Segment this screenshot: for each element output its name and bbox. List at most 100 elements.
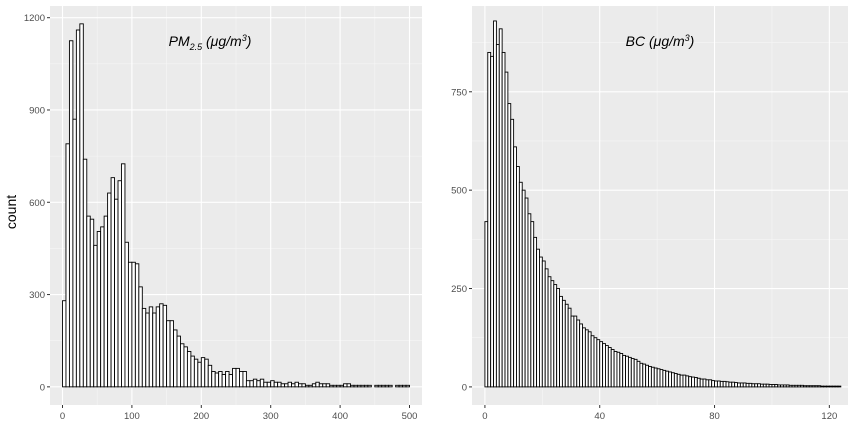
histogram-bar — [332, 384, 338, 388]
title-unit-close: ) — [245, 33, 252, 49]
y-tick-label: 0 — [40, 382, 45, 393]
histogram-bar — [256, 380, 261, 388]
histogram-bar — [117, 180, 122, 388]
histogram-bar — [145, 312, 150, 388]
histogram-bar — [343, 383, 348, 388]
histogram-bar — [79, 23, 84, 388]
histogram-bar — [211, 371, 216, 388]
histogram-bar — [837, 385, 842, 388]
histogram-bar — [155, 306, 161, 388]
histogram-bar — [363, 384, 369, 388]
histogram-bar — [200, 357, 206, 388]
histogram-bar — [204, 358, 209, 388]
y-tick-label: 600 — [29, 198, 45, 209]
histogram-bar — [193, 358, 199, 388]
histogram-bar — [197, 361, 202, 388]
histogram-bar — [107, 192, 112, 388]
y-tick-label: 0 — [462, 382, 467, 393]
histogram-bar — [218, 371, 223, 388]
histogram-bar — [374, 384, 379, 388]
histogram-bar — [273, 381, 279, 388]
histogram-bar — [259, 378, 265, 388]
histogram-bar — [367, 384, 372, 388]
histogram-bar — [395, 384, 400, 388]
histogram-bar — [318, 383, 324, 388]
histogram-bar — [121, 163, 126, 388]
title-subscript: 2.5 — [189, 42, 204, 52]
axes: 0 40 80 120 0 250 500 750 — [451, 87, 837, 422]
y-tick-label: 500 — [451, 186, 467, 197]
histogram-bar — [239, 371, 244, 388]
histogram-bar — [72, 118, 77, 388]
histogram-bar — [322, 383, 327, 388]
histogram-bar — [103, 215, 109, 388]
x-tick-label: 0 — [60, 411, 65, 422]
histogram-bar — [131, 261, 136, 388]
title-unit-close: ) — [688, 33, 695, 49]
histogram-bar — [284, 383, 289, 388]
histogram-bar — [114, 198, 119, 388]
histogram-bar — [180, 343, 185, 388]
histogram-bar — [82, 158, 88, 388]
histogram-bar — [308, 384, 313, 388]
histogram-bar — [270, 380, 275, 388]
histogram-bar — [315, 381, 320, 388]
histogram-bar — [263, 381, 268, 388]
histogram-bar — [159, 303, 164, 388]
x-tick-label: 200 — [193, 411, 209, 422]
panel-pm25: 0 100 200 300 400 500 0 300 600 900 1200 PM2.5 (μg… — [24, 6, 422, 422]
panel-bc: 0 40 80 120 0 250 500 750 BC (μg/m3) — [451, 6, 848, 422]
histogram-bar — [186, 351, 192, 388]
histogram-bar — [384, 384, 390, 388]
histogram-bar — [339, 384, 345, 388]
histogram-bar — [280, 383, 286, 388]
title-superscript: 3 — [242, 33, 247, 43]
histogram-bar — [252, 378, 258, 388]
title-unit: (μg/m — [645, 33, 685, 49]
bar-series — [62, 23, 410, 388]
panel-title: BC (μg/m3) — [626, 33, 695, 49]
x-tick-label: 300 — [263, 411, 279, 422]
histogram-bar — [350, 384, 355, 388]
y-tick-label: 300 — [29, 290, 45, 301]
x-tick-label: 100 — [124, 411, 140, 422]
histogram-bar — [405, 384, 410, 388]
histogram-bar — [173, 329, 178, 388]
histogram-bar — [381, 384, 386, 388]
x-tick-label: 400 — [332, 411, 348, 422]
histogram-bar — [360, 384, 365, 388]
histogram-bar — [329, 384, 334, 388]
histogram-bar — [138, 286, 143, 388]
y-tick-label: 750 — [451, 87, 467, 98]
histogram-bar — [301, 383, 306, 388]
histogram-bar — [93, 244, 98, 388]
histogram-bar — [336, 384, 341, 388]
histogram-bar — [89, 218, 95, 388]
title-unit: (μg/m — [202, 33, 242, 49]
histogram-bar — [169, 320, 174, 388]
panel-title: PM2.5 (μg/m3) — [169, 33, 252, 52]
histogram-bar — [277, 381, 282, 388]
histogram-bar — [183, 346, 188, 388]
histogram-bar — [287, 381, 292, 388]
histogram-bar — [311, 383, 317, 388]
histogram-bar — [235, 367, 240, 388]
histogram-bar — [162, 304, 168, 388]
histogram-bar — [214, 372, 220, 388]
histogram-bar — [346, 383, 351, 388]
histogram-bar — [353, 384, 358, 388]
title-main: BC — [626, 33, 646, 49]
x-tick-label: 80 — [709, 411, 720, 422]
histogram-bar — [325, 383, 331, 388]
histogram-bar — [298, 383, 303, 388]
histogram-bar — [377, 384, 383, 388]
y-tick-label: 1200 — [24, 13, 45, 24]
x-tick-label: 500 — [402, 411, 418, 422]
histogram-bar — [100, 226, 105, 388]
bar-series — [484, 20, 842, 388]
histogram-bar — [232, 367, 237, 388]
histogram-bar — [124, 241, 129, 388]
histogram-bar — [134, 263, 140, 388]
histogram-bar — [291, 383, 296, 388]
